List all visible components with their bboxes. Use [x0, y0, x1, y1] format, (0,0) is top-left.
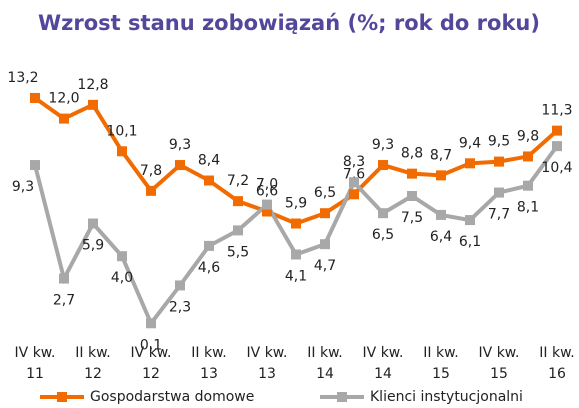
point-marker [552, 141, 562, 152]
legend-marker [337, 392, 347, 402]
data-label: 4,0 [111, 270, 133, 286]
x-tick-label: IV kw. 11 [15, 345, 56, 382]
point-marker [436, 170, 446, 181]
data-label: 8,7 [430, 147, 452, 163]
chart-title: Wzrost stanu zobowiązań (%; rok do roku) [38, 11, 540, 35]
data-label: 6,4 [430, 229, 452, 245]
legend-marker [57, 392, 67, 402]
data-label: 4,1 [285, 268, 307, 284]
point-marker [262, 199, 272, 210]
point-marker [117, 251, 127, 262]
point-marker [204, 240, 214, 251]
data-label: 6,6 [256, 183, 278, 199]
point-marker [552, 125, 562, 136]
data-label: 7,7 [488, 207, 510, 223]
data-label: 4,6 [198, 260, 220, 276]
point-marker [494, 156, 504, 167]
point-marker [30, 92, 40, 103]
legend-label: Gospodarstwa domowe [90, 389, 254, 405]
point-marker [88, 218, 98, 229]
point-marker [175, 160, 185, 171]
data-label: 2,3 [169, 299, 191, 315]
data-label: 11,3 [541, 103, 572, 119]
point-marker [59, 273, 69, 284]
data-label: 6,5 [314, 185, 336, 201]
data-label: 0,1 [140, 337, 162, 353]
data-label: 9,8 [517, 128, 539, 144]
data-label: 12,8 [77, 77, 108, 93]
data-label: 10,4 [541, 160, 572, 176]
point-marker [465, 215, 475, 226]
data-label: 8,8 [401, 146, 423, 162]
point-marker [233, 196, 243, 207]
point-marker [204, 175, 214, 186]
data-label: 7,0 [256, 177, 278, 193]
data-label: 7,6 [343, 166, 365, 182]
data-label: 7,5 [401, 210, 423, 226]
point-marker [407, 168, 417, 179]
x-tick-label: IV kw. 12 [131, 345, 172, 382]
data-label: 9,5 [488, 134, 510, 150]
data-label: 2,7 [53, 293, 75, 309]
data-label: 8,1 [517, 200, 539, 216]
x-tick-label: IV kw. 14 [363, 345, 404, 382]
point-marker [494, 187, 504, 198]
data-label: 9,3 [12, 179, 34, 195]
point-marker [291, 218, 301, 229]
point-marker [523, 180, 533, 191]
point-marker [233, 225, 243, 236]
data-label: 9,4 [459, 135, 481, 151]
data-label: 9,3 [372, 137, 394, 153]
data-label: 8,4 [198, 153, 220, 169]
x-tick-label: IV kw. 15 [479, 345, 520, 382]
point-marker [59, 113, 69, 124]
point-marker [320, 239, 330, 250]
data-label: 5,9 [82, 238, 104, 254]
point-marker [349, 177, 359, 188]
data-label: 9,3 [169, 137, 191, 153]
data-label: 8,3 [343, 154, 365, 170]
data-label: 6,1 [459, 234, 481, 250]
data-label: 6,5 [372, 227, 394, 243]
point-marker [465, 158, 475, 169]
point-marker [320, 208, 330, 219]
data-label: 7,8 [140, 163, 162, 179]
x-tick-label: II kw. 16 [539, 345, 574, 382]
point-marker [291, 249, 301, 260]
point-marker [88, 99, 98, 110]
point-marker [117, 146, 127, 157]
point-marker [378, 208, 388, 219]
data-label: 5,5 [227, 244, 249, 260]
point-marker [175, 280, 185, 291]
point-marker [436, 209, 446, 220]
x-tick-label: IV kw. 13 [247, 345, 288, 382]
x-tick-label: II kw. 12 [75, 345, 110, 382]
data-label: 13,2 [7, 70, 38, 86]
point-marker [407, 191, 417, 201]
data-label: 5,9 [285, 196, 307, 212]
point-marker [146, 185, 156, 196]
legend-label: Klienci instytucjonalni [370, 389, 523, 405]
point-marker [523, 151, 533, 162]
point-marker [349, 189, 359, 200]
data-label: 12,0 [48, 91, 79, 107]
x-tick-label: II kw. 13 [191, 345, 226, 382]
data-label: 10,1 [106, 123, 137, 139]
data-label: 7,2 [227, 173, 249, 189]
x-tick-label: II kw. 14 [307, 345, 342, 382]
data-label: 4,7 [314, 258, 336, 274]
point-marker [146, 318, 156, 329]
x-tick-label: II kw. 15 [423, 345, 458, 382]
point-marker [378, 160, 388, 171]
point-marker [262, 206, 272, 217]
point-marker [30, 160, 40, 171]
